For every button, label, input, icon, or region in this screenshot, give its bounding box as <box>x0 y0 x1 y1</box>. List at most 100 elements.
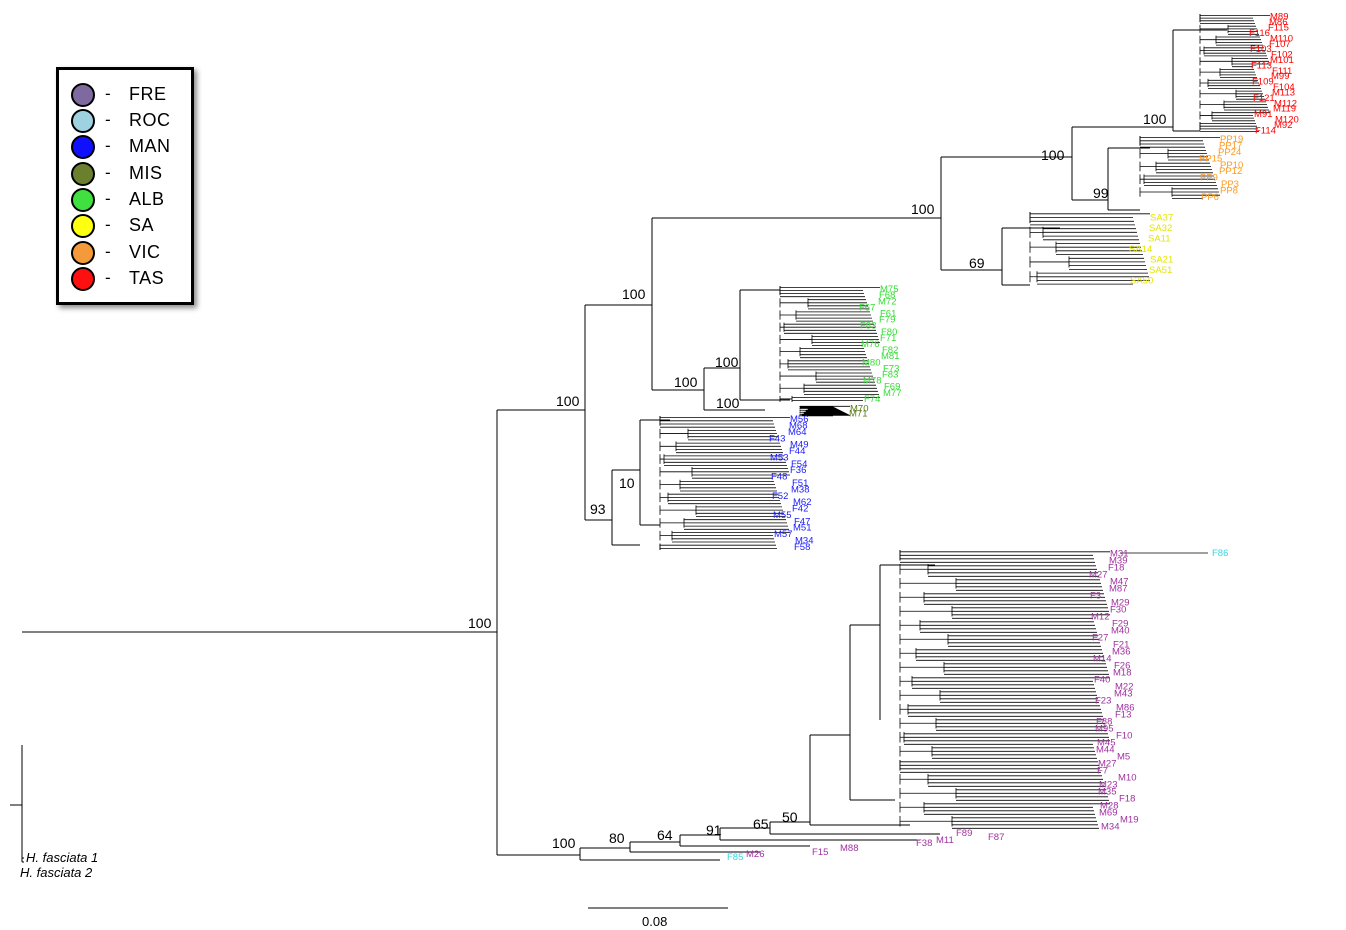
tip-label-tas: M91 <box>1254 109 1272 120</box>
alb-color-dot <box>71 188 95 212</box>
internal-branch <box>780 298 809 308</box>
internal-branch <box>900 802 925 813</box>
legend-item-roc: - ROC <box>71 109 191 133</box>
tip-label-fre: F40 <box>1094 675 1110 686</box>
support-value: 91 <box>706 822 722 838</box>
tip-label-vic: PP15 <box>1199 153 1222 164</box>
internal-branch <box>660 505 697 515</box>
tip-label-fre: F10 <box>1116 731 1132 742</box>
legend-item-tas: - TAS <box>71 267 191 291</box>
tip-label-alb: M80 <box>862 357 880 368</box>
tip-label-fre: F89 <box>956 828 972 839</box>
support-value: 100 <box>468 615 492 631</box>
tip-label-vic: PP19 <box>1220 134 1243 145</box>
tip-label-fre: M19 <box>1120 815 1138 826</box>
internal-branch <box>1200 57 1233 66</box>
internal-branch <box>660 518 685 528</box>
tip-label-fre: F3 <box>1090 591 1101 602</box>
tip-label-fre: M27 <box>1098 759 1116 770</box>
tip-label-fre: F88 <box>1096 717 1112 728</box>
internal-branch <box>1030 256 1070 268</box>
tip-label-tas: F114 <box>1255 125 1276 136</box>
internal-branch <box>900 746 933 757</box>
tip-label-tas: M89 <box>1270 12 1288 23</box>
tip-label-sa: SA51 <box>1149 265 1172 276</box>
internal-branch <box>780 359 789 369</box>
tip-label-fre: M45 <box>1097 738 1115 749</box>
man-color-dot <box>71 135 95 159</box>
tip-label-fre: M29 <box>1111 598 1129 609</box>
tip-label-sa: SA37 <box>1150 212 1173 223</box>
legend-dash: - <box>105 84 111 103</box>
tip-label-tas: M119 <box>1273 104 1296 115</box>
tree-branches <box>10 29 1227 909</box>
tip-label-vic: PP6 <box>1201 192 1219 203</box>
tip-label-fre: F30 <box>1110 605 1126 616</box>
tip-label-man: M38 <box>791 484 809 495</box>
population-legend: - FRE - ROC - MAN - MIS - ALB - SA - VIC… <box>56 67 194 305</box>
tip-label-tas: F121 <box>1253 93 1275 104</box>
internal-branch <box>780 310 797 320</box>
internal-branch <box>900 704 909 715</box>
internal-branch <box>1030 271 1038 283</box>
internal-branch <box>900 676 913 687</box>
internal-branch <box>660 428 689 439</box>
support-value: 100 <box>674 374 698 390</box>
tip-label-tas: M101 <box>1270 55 1294 66</box>
tas-color-dot <box>71 267 95 291</box>
tip-label-man: M68 <box>789 421 807 432</box>
tip-label-fre: F23 <box>1095 696 1111 707</box>
tip-label-man: F47 <box>794 516 810 527</box>
tip-label-fre: M31 <box>1110 549 1128 560</box>
tip-label-tas: F111 <box>1272 66 1292 77</box>
tip-label-man: M64 <box>788 427 806 438</box>
tip-label-tas: F102 <box>1271 50 1293 61</box>
tip-label-alb: F82 <box>882 345 898 356</box>
support-value: 100 <box>1041 147 1065 163</box>
tip-label-vic: PP10 <box>1220 160 1243 171</box>
fre-color-dot <box>71 83 95 107</box>
internal-branch <box>660 492 669 503</box>
tip-label-tas: F103 <box>1250 44 1272 55</box>
tip-label-fre: M43 <box>1114 689 1132 700</box>
tip-label-man: M34 <box>795 535 813 546</box>
internal-branch <box>900 564 929 575</box>
legend-dash: - <box>105 215 111 234</box>
tip-label-alb: F80 <box>881 327 897 338</box>
tip-label-man: M49 <box>790 440 808 451</box>
tip-label-vic: PP3 <box>1221 179 1239 190</box>
tip-label-vic: PP12 <box>1219 166 1242 177</box>
support-value: 65 <box>753 816 769 832</box>
support-value: 100 <box>715 354 739 370</box>
tip-label-tas: M120 <box>1275 115 1299 126</box>
internal-branch <box>780 347 801 357</box>
tip-label-tas: M110 <box>1270 33 1293 44</box>
support-value: 100 <box>552 835 576 851</box>
tip-label-man: M62 <box>793 497 811 508</box>
scale-bar-label: 0.08 <box>642 914 667 929</box>
legend-label-man: MAN <box>129 136 171 156</box>
internal-branch <box>660 441 677 452</box>
outgroup-label-2: H. fasciata 2 <box>20 865 93 880</box>
internal-branch <box>780 395 793 402</box>
tip-label-fre: F21 <box>1113 640 1129 651</box>
legend-item-vic: - VIC <box>71 241 191 265</box>
support-value: 50 <box>782 809 798 825</box>
tip-label-fre: M22 <box>1115 682 1133 693</box>
tip-label-fre: F7 <box>1097 766 1108 777</box>
tip-label-alb: F68 <box>879 290 895 301</box>
tip-label-tas: M113 <box>1272 87 1295 98</box>
tip-label-fre: M14 <box>1093 654 1111 665</box>
legend-item-man: - MAN <box>71 135 191 159</box>
support-value: 99 <box>1093 185 1109 201</box>
tip-label-roc: F85 <box>727 852 743 863</box>
internal-branch <box>1200 35 1217 44</box>
tip-label-tas: M86 <box>1269 17 1287 28</box>
internal-branch <box>900 592 925 603</box>
legend-label-vic: VIC <box>129 242 161 262</box>
legend-item-mis: - MIS <box>71 162 191 186</box>
tip-label-fre: M5 <box>1117 752 1130 763</box>
support-value: 64 <box>657 827 673 843</box>
tip-label-alb: F79 <box>879 315 895 326</box>
